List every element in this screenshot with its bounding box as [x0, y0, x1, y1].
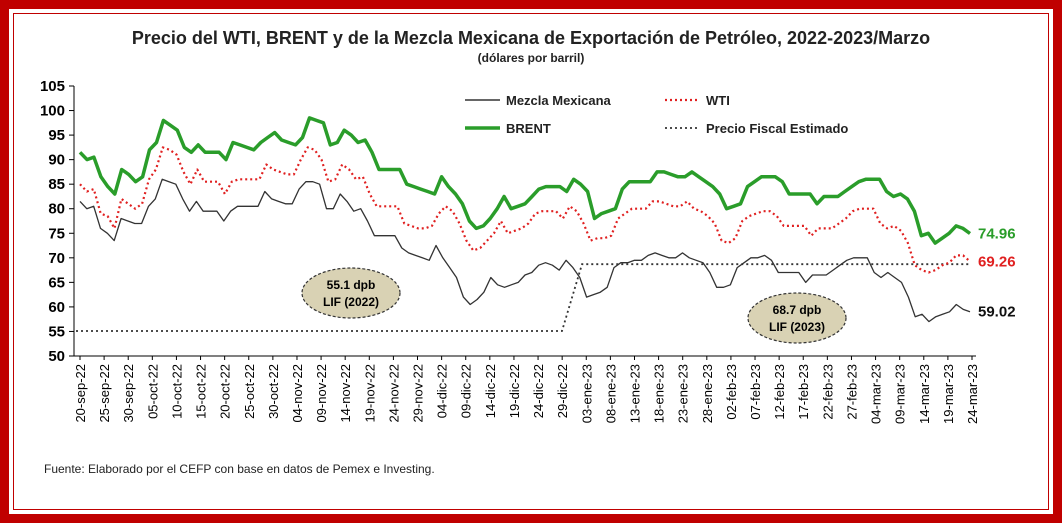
annotation-lif-2023-line2: LIF (2023) [769, 320, 825, 334]
x-tick-label: 27-feb-23 [844, 364, 859, 420]
x-tick-label: 10-oct-22 [169, 364, 184, 419]
x-tick-label: 18-ene-23 [652, 364, 667, 423]
x-tick-label: 12-feb-23 [772, 364, 787, 420]
annotation-lif-2022-line1: 55.1 dpb [327, 278, 376, 292]
y-tick-label: 90 [48, 152, 65, 169]
y-tick-label: 60 [48, 299, 65, 316]
x-tick-label: 24-mar-23 [965, 364, 980, 424]
y-tick-label: 105 [40, 78, 65, 95]
y-tick-label: 75 [48, 225, 65, 242]
annotation-lif-2023-line1: 68.7 dpb [773, 303, 822, 317]
y-tick-label: 85 [48, 176, 65, 193]
annotation-lif-2022-line2: LIF (2022) [323, 295, 379, 309]
x-tick-label: 19-nov-22 [362, 364, 377, 423]
x-tick-label: 17-feb-23 [796, 364, 811, 420]
x-tick-label: 23-ene-23 [676, 364, 691, 423]
x-axis: 20-sep-22 25-sep-22 30-sep-22 05-oct-22 10-o… [73, 355, 980, 424]
x-tick-label: 22-feb-23 [820, 364, 835, 420]
series-mezcla-line [79, 178, 971, 323]
series-brent-line [78, 116, 972, 245]
x-tick-label: 19-mar-23 [941, 364, 956, 424]
y-axis: 50 55 60 65 70 75 80 85 90 95 100 105 [40, 78, 75, 365]
y-tick-label: 55 [48, 323, 65, 340]
x-tick-label: 02-feb-23 [724, 364, 739, 420]
x-tick-label: 20-sep-22 [73, 364, 88, 423]
chart-subtitle: (dólares por barril) [478, 51, 585, 65]
x-tick-label: 09-nov-22 [314, 364, 329, 423]
legend: Mezcla Mexicana WTI BRENT Precio Fiscal … [465, 93, 848, 136]
y-tick-label: 80 [48, 201, 65, 218]
end-label-wti: 69.26 [978, 253, 1016, 270]
x-tick-label: 04-dic-22 [435, 364, 450, 418]
annotation-lif-2023: 68.7 dpb LIF (2023) [747, 292, 847, 344]
end-label-mezcla: 59.02 [978, 304, 1016, 321]
x-tick-label: 25-oct-22 [242, 364, 257, 419]
x-tick-label: 30-sep-22 [121, 364, 136, 423]
end-label-brent: 74.96 [978, 225, 1016, 242]
x-tick-label: 04-mar-23 [869, 364, 884, 424]
x-tick-label: 29-dic-22 [555, 364, 570, 418]
y-tick-label: 100 [40, 103, 65, 120]
legend-mezcla-label: Mezcla Mexicana [506, 93, 612, 108]
x-tick-label: 24-dic-22 [531, 364, 546, 418]
annotation-lif-2022: 55.1 dpb LIF (2022) [301, 267, 401, 319]
x-tick-label: 20-oct-22 [218, 364, 233, 419]
x-tick-label: 05-oct-22 [145, 364, 160, 419]
x-tick-label: 14-dic-22 [483, 364, 498, 418]
x-tick-label: 13-ene-23 [627, 364, 642, 423]
y-tick-label: 70 [48, 250, 65, 267]
x-tick-label: 14-nov-22 [338, 364, 353, 423]
series-wti-line [79, 146, 971, 274]
y-tick-label: 50 [48, 348, 65, 365]
y-tick-label: 65 [48, 274, 65, 291]
x-tick-label: 07-feb-23 [748, 364, 763, 420]
x-tick-label: 03-ene-23 [579, 364, 594, 423]
chart-title: Precio del WTI, BRENT y de la Mezcla Mex… [132, 28, 930, 48]
annotation-lif-2023-bubble [747, 292, 847, 344]
x-tick-label: 04-nov-22 [290, 364, 305, 423]
x-tick-label: 09-mar-23 [893, 364, 908, 424]
legend-fiscal-label: Precio Fiscal Estimado [706, 121, 848, 136]
x-tick-label: 24-nov-22 [386, 364, 401, 423]
x-tick-label: 28-ene-23 [700, 364, 715, 423]
x-tick-label: 25-sep-22 [97, 364, 112, 423]
x-tick-label: 09-dic-22 [459, 364, 474, 418]
inner-frame [13, 13, 1049, 510]
x-tick-label: 30-oct-22 [266, 364, 281, 419]
x-tick-label: 14-mar-23 [917, 364, 932, 424]
x-tick-label: 19-dic-22 [507, 364, 522, 418]
x-tick-label: 08-ene-23 [603, 364, 618, 423]
series-fiscal-line [76, 263, 970, 332]
fiscal-price-series [76, 263, 970, 332]
annotation-lif-2022-bubble [301, 267, 401, 319]
legend-brent-label: BRENT [506, 121, 551, 136]
x-tick-label: 15-oct-22 [194, 364, 209, 419]
end-labels: 74.96 69.26 59.02 [978, 225, 1016, 320]
y-tick-label: 95 [48, 127, 65, 144]
x-tick-label: 29-nov-22 [411, 364, 426, 423]
legend-wti-label: WTI [706, 93, 730, 108]
price-series [78, 116, 972, 323]
source-note: Fuente: Elaborado por el CEFP con base e… [44, 462, 435, 476]
